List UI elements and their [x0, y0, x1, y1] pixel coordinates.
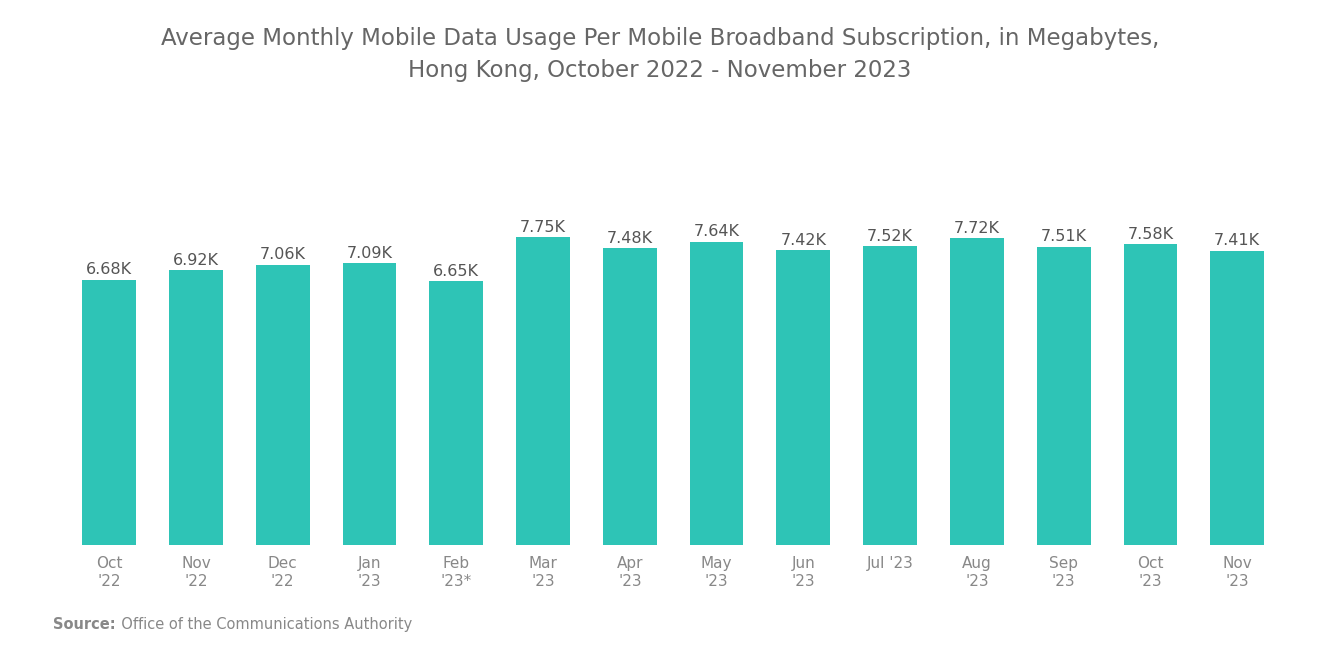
Text: 7.41K: 7.41K — [1214, 233, 1261, 248]
Bar — [776, 250, 830, 545]
Bar — [82, 280, 136, 545]
Bar — [689, 241, 743, 545]
Text: 7.42K: 7.42K — [780, 233, 826, 248]
Text: 7.09K: 7.09K — [347, 246, 392, 261]
Bar — [516, 237, 570, 545]
Bar — [863, 246, 917, 545]
Bar — [343, 263, 396, 545]
Text: 7.48K: 7.48K — [607, 231, 653, 245]
Text: 6.92K: 6.92K — [173, 253, 219, 268]
Text: Average Monthly Mobile Data Usage Per Mobile Broadband Subscription, in Megabyte: Average Monthly Mobile Data Usage Per Mo… — [161, 27, 1159, 82]
Bar — [1036, 247, 1090, 545]
Bar — [950, 238, 1003, 545]
Bar — [603, 248, 657, 545]
Text: 7.51K: 7.51K — [1040, 229, 1086, 244]
Text: 7.06K: 7.06K — [260, 247, 306, 262]
Bar — [169, 270, 223, 545]
Bar — [429, 281, 483, 545]
Text: 7.64K: 7.64K — [693, 224, 739, 239]
Bar — [1123, 244, 1177, 545]
Text: Source:: Source: — [53, 616, 115, 632]
Text: 6.68K: 6.68K — [86, 263, 132, 277]
Bar — [1210, 251, 1265, 545]
Bar — [256, 265, 310, 545]
Text: 7.52K: 7.52K — [867, 229, 913, 244]
Text: 7.58K: 7.58K — [1127, 227, 1173, 241]
Text: 7.75K: 7.75K — [520, 220, 566, 235]
Text: Office of the Communications Authority: Office of the Communications Authority — [112, 616, 412, 632]
Text: 7.72K: 7.72K — [954, 221, 999, 236]
Text: 6.65K: 6.65K — [433, 263, 479, 279]
